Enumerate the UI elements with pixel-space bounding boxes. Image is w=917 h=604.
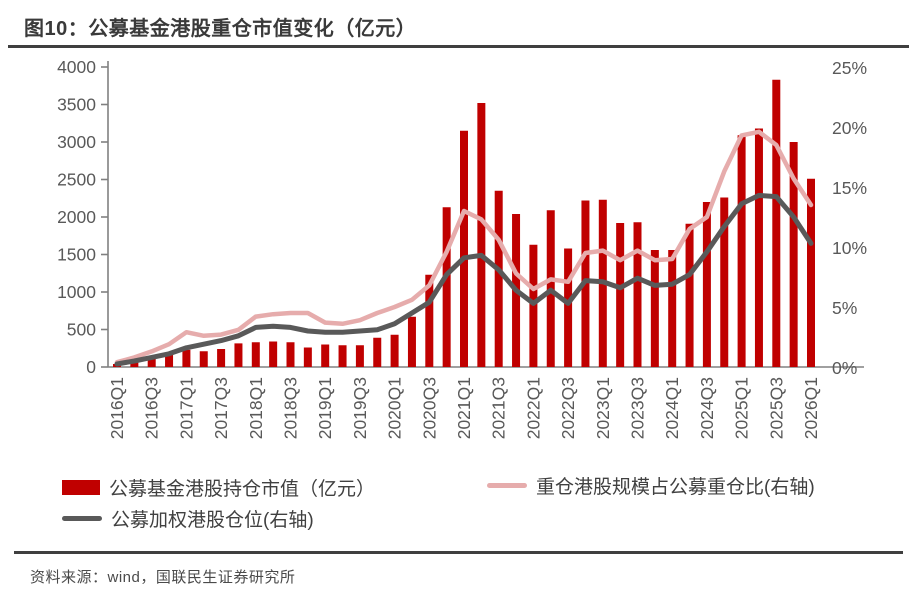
bar-2017Q4 [234,343,243,367]
bar-2025Q1 [737,135,746,367]
x-axis-label-2023Q1: 2023Q1 [593,377,613,439]
bar-2018Q4 [303,347,312,367]
y-axis-tick-label: 0 [86,357,96,377]
bar-2018Q1 [251,342,260,367]
x-axis-label-2023Q3: 2023Q3 [628,377,648,439]
x-axis-label-2024Q3: 2024Q3 [697,377,717,439]
bar-2016Q2 [130,360,139,367]
bar-2016Q4 [165,352,174,367]
bar-2017Q3 [217,349,226,367]
bar-2019Q3 [355,345,364,367]
x-axis-label-2022Q3: 2022Q3 [558,377,578,439]
title-underline [8,45,909,48]
bar-2024Q1 [668,250,677,367]
y-axis-tick-label: 1000 [57,282,96,302]
y-axis-tick-label: 3000 [57,132,96,152]
bar-2019Q2 [338,345,347,367]
x-axis-label-2020Q3: 2020Q3 [419,377,439,439]
bar-2018Q2 [269,341,278,367]
source-divider [14,551,903,554]
pink-line-label: 重仓港股规模占公募重仓比(右轴) [536,477,815,498]
bar-2025Q2 [754,128,763,367]
x-axis-label-2021Q1: 2021Q1 [454,377,474,439]
right-axis-tick-label: 5% [832,298,857,318]
y-axis-tick-label: 500 [67,320,96,340]
pink-line-swatch [487,483,527,488]
bar-2024Q3 [702,202,711,367]
legend-row-2: 公募加权港股仓位(右轴) [62,503,892,534]
chart-title: 图10：公募基金港股重仓市值变化（亿元） [24,18,417,40]
right-axis-tick-label: 25% [832,58,867,78]
bar-2020Q2 [407,316,416,367]
bar-2025Q4 [789,142,798,367]
legend-item-bar-series: 公募基金港股持仓市值（亿元） [62,474,375,501]
bar-2021Q1 [460,130,468,367]
chart-legend: 公募基金港股持仓市值（亿元） 重仓港股规模占公募重仓比(右轴) 公募加权港股仓位… [62,472,892,534]
x-axis-label-2020Q1: 2020Q1 [385,377,405,439]
legend-item-pink-line: 重仓港股规模占公募重仓比(右轴) [487,472,815,499]
x-axis-label-2024Q1: 2024Q1 [662,377,682,439]
right-axis-tick-label: 15% [832,178,867,198]
source-note: 资料来源：wind，国联民生证券研究所 [30,569,296,586]
x-axis-label-2026Q1: 2026Q1 [801,377,821,439]
y-axis-tick-label: 1500 [57,245,96,265]
x-axis-label-2016Q1: 2016Q1 [107,377,127,439]
gray-line-series [114,192,814,367]
x-axis-label-2021Q3: 2021Q3 [489,377,509,439]
legend-item-gray-line: 公募加权港股仓位(右轴) [62,505,314,532]
bar-2017Q1 [182,349,191,367]
gray-line-label: 公募加权港股仓位(右轴) [111,510,314,531]
bar-2019Q4 [373,337,382,367]
bar-2021Q2 [477,103,486,367]
x-axis-label-2025Q1: 2025Q1 [732,377,752,439]
bar-2017Q2 [199,351,208,367]
bar-2022Q3 [564,248,573,367]
bar-2024Q2 [685,223,694,367]
bar-2019Q1 [321,344,330,367]
x-axis-label-2017Q3: 2017Q3 [211,377,231,439]
bar-2024Q4 [720,197,729,367]
bar-2026Q1 [807,178,815,367]
x-axis-label-2016Q3: 2016Q3 [142,377,162,439]
x-axis-label-2017Q1: 2017Q1 [176,377,196,439]
x-axis-label-2018Q1: 2018Q1 [246,377,266,439]
y-axis-tick-label: 2000 [57,207,96,227]
y-axis-tick-label: 4000 [57,57,96,77]
bar-2020Q3 [425,274,434,367]
chart-svg: 0 500 1000 1500 2000 2500 3000 3500 4000 0% 5% 10% 1… [57,57,867,439]
y-axis-tick-label: 2500 [57,170,96,190]
legend-row-1: 公募基金港股持仓市值（亿元） 重仓港股规模占公募重仓比(右轴) [62,472,892,503]
bar-2021Q3 [494,190,503,367]
bar-2025Q3 [772,79,781,367]
bar-2023Q3 [633,222,642,367]
y-axis-tick-label: 3500 [57,95,96,115]
bar-2016Q3 [147,356,156,367]
right-axis-tick-label: 0% [832,358,857,378]
bar-2023Q2 [616,223,625,367]
x-axis-label-2019Q1: 2019Q1 [315,377,335,439]
bar-2018Q3 [286,342,295,367]
gray-line-swatch [62,516,102,521]
pink-line-series [114,129,814,365]
x-axis-label-2018Q3: 2018Q3 [281,377,301,439]
bar-series-swatch [62,480,100,495]
bar-2020Q1 [390,334,399,367]
right-axis-tick-label: 10% [832,238,867,258]
bar-2023Q4 [650,250,659,367]
x-axis-label-2025Q3: 2025Q3 [766,377,786,439]
x-axis-label-2022Q1: 2022Q1 [523,377,543,439]
bar-2020Q4 [442,207,451,367]
x-axis-label-2019Q3: 2019Q3 [350,377,370,439]
bar-series-label: 公募基金港股持仓市值（亿元） [109,479,376,500]
right-axis-tick-label: 20% [832,118,867,138]
